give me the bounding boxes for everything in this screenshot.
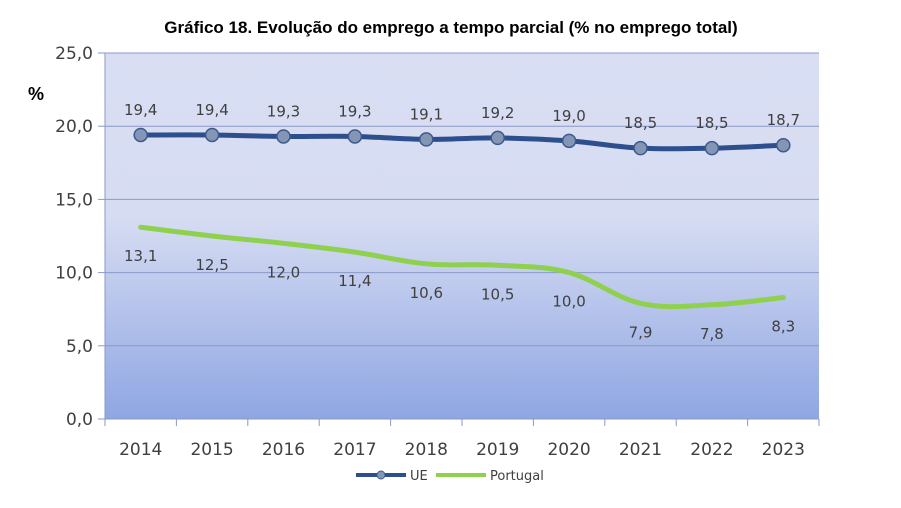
x-tick-label: 2016 (262, 440, 305, 460)
data-label: 11,4 (338, 272, 371, 290)
y-tick-label: 25,0 (55, 44, 93, 64)
data-point (776, 137, 791, 153)
legend-marker (376, 470, 386, 480)
x-tick-label: 2021 (619, 440, 662, 460)
data-label: 19,4 (124, 101, 157, 119)
y-tick-label: 0,0 (66, 410, 93, 430)
data-label: 19,4 (195, 101, 228, 119)
data-label: 19,2 (481, 104, 514, 122)
series-line-portugal (138, 224, 786, 310)
data-label: 19,1 (410, 105, 443, 123)
legend-label: UE (410, 469, 428, 484)
data-label: 10,0 (552, 293, 585, 311)
data-label: 7,9 (629, 323, 653, 341)
data-label: 10,5 (481, 285, 514, 303)
data-label: 19,3 (267, 102, 300, 120)
y-tick-label: 15,0 (55, 190, 93, 210)
x-tick-label: 2022 (690, 440, 733, 460)
data-label: 18,5 (695, 114, 728, 132)
y-tick-label: 20,0 (55, 117, 93, 137)
x-tick-label: 2023 (762, 440, 805, 460)
data-point (419, 132, 434, 147)
x-tick-label: 2015 (190, 440, 233, 460)
y-axis-label: % (28, 84, 44, 104)
x-tick-label: 2018 (405, 440, 448, 460)
data-label: 18,7 (767, 111, 800, 129)
data-point (133, 127, 148, 143)
data-point (276, 129, 291, 144)
x-tick-label: 2019 (476, 440, 519, 460)
data-point (561, 133, 577, 149)
data-point (204, 127, 220, 143)
data-point (704, 140, 720, 156)
data-label: 13,1 (124, 247, 157, 265)
data-point (347, 129, 363, 144)
data-label: 8,3 (771, 317, 795, 335)
series-line-ue (138, 132, 786, 152)
data-label: 12,0 (267, 263, 300, 281)
legend-label: Portugal (490, 469, 544, 484)
x-tick-label: 2020 (547, 440, 590, 460)
data-point (490, 130, 505, 146)
data-point (633, 140, 648, 156)
data-label: 18,5 (624, 114, 657, 132)
x-tick-label: 2017 (333, 440, 376, 460)
legend: UE Portugal (356, 469, 544, 484)
data-label: 10,6 (410, 284, 443, 302)
data-label: 12,5 (195, 256, 228, 274)
x-tick-label: 2014 (119, 440, 162, 460)
data-label: 7,8 (700, 325, 724, 343)
y-tick-label: 5,0 (66, 337, 93, 357)
chart-title: Gráfico 18. Evolução do emprego a tempo … (164, 18, 737, 37)
y-tick-label: 10,0 (55, 264, 93, 284)
data-label: 19,0 (552, 107, 585, 125)
data-label: 19,3 (338, 102, 371, 120)
